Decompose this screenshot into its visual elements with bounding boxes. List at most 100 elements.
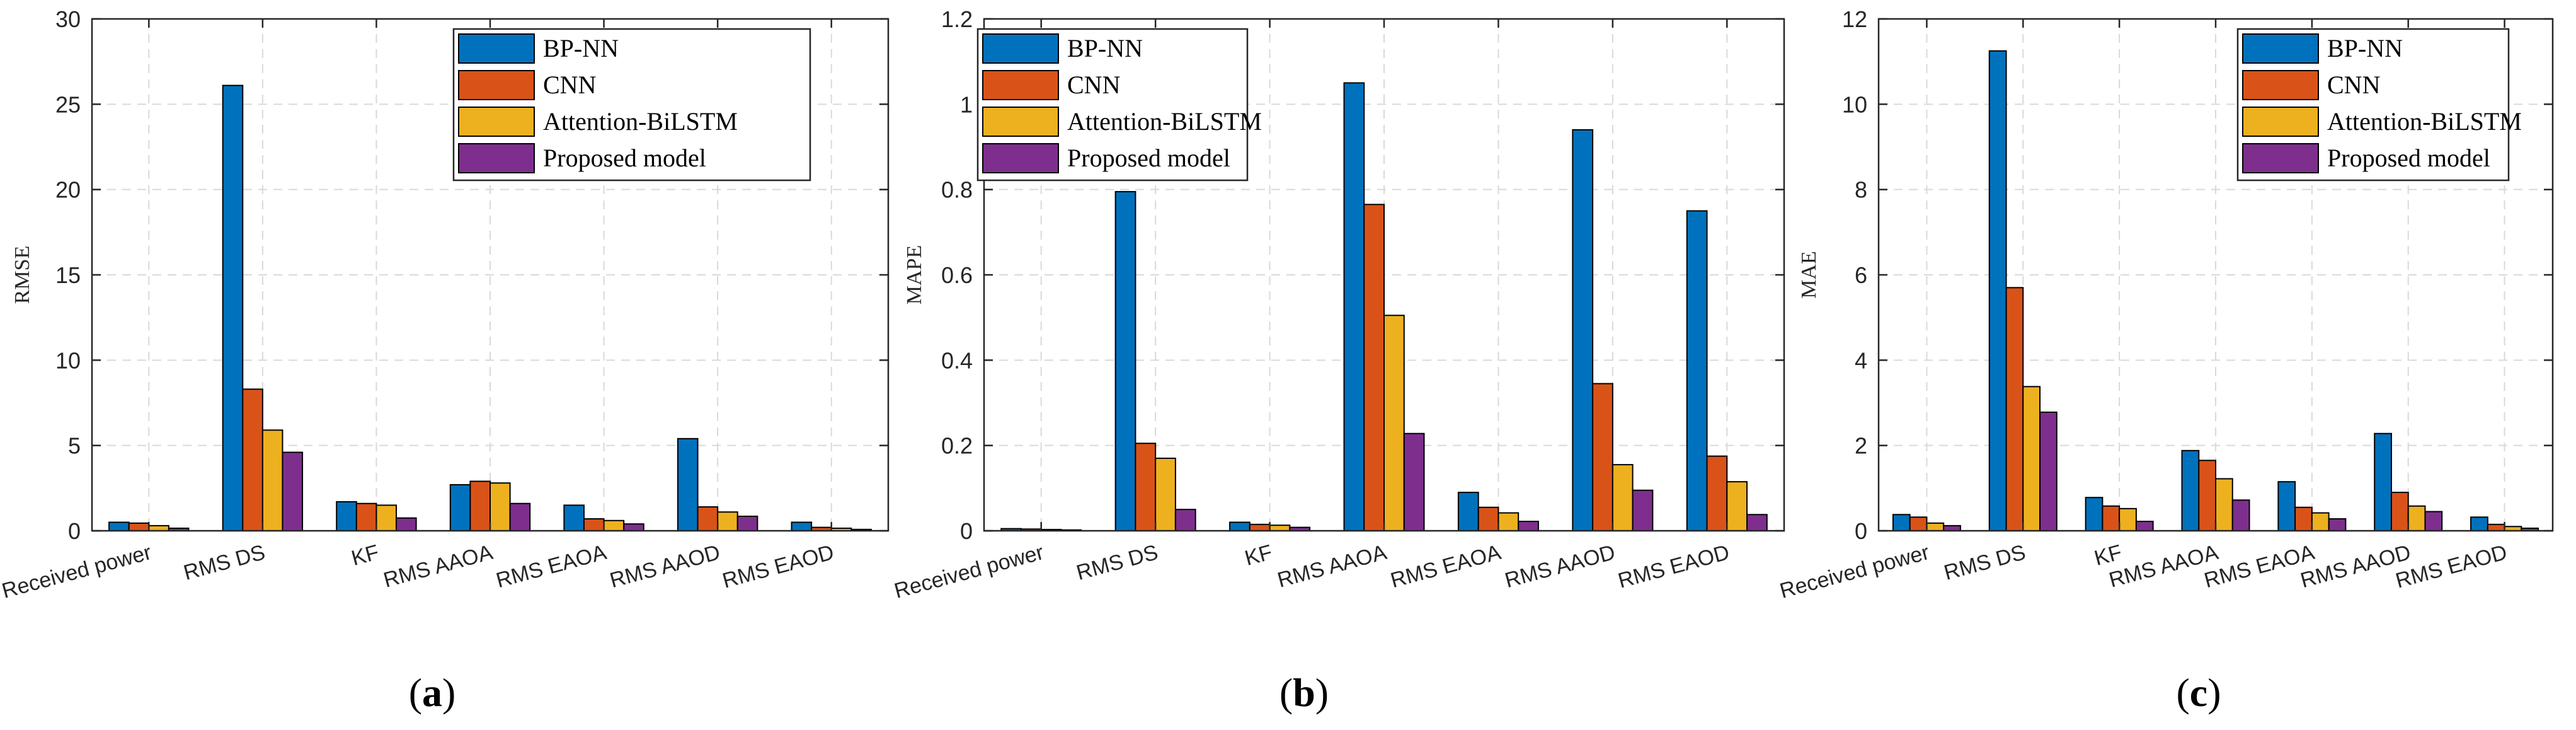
legend-swatch [458,107,535,137]
legend-label: Proposed model [543,144,706,172]
x-tick-label: RMS EAOA [1388,540,1504,593]
bar-cnn [583,518,605,532]
x-tick-label: KF [349,540,382,571]
bar-bp-nn [1457,492,1479,531]
bar-proposed-model [2328,518,2347,532]
bar-attention-bilstm [489,482,511,531]
y-tick-label: 0.2 [941,433,973,459]
bar-proposed-model [736,515,758,532]
y-tick-label: 0.8 [941,177,973,203]
bar-bp-nn [222,84,244,531]
y-axis-label: RMSE [11,246,34,304]
bar-cnn [1135,443,1157,531]
bar-proposed-model [2424,511,2443,531]
bar-cnn [1706,455,1728,531]
bar-bp-nn [791,521,813,532]
bar-proposed-model [1174,509,1196,532]
bar-bp-nn [1892,514,1911,532]
legend-swatch [458,143,535,173]
legend-swatch [2242,70,2319,100]
bar-cnn [697,506,719,532]
bar-proposed-model [1632,489,1654,532]
bar-attention-bilstm [1726,481,1748,532]
legend-label: Proposed model [2327,144,2490,172]
bar-proposed-model [282,451,304,532]
x-tick-label: KF [1242,540,1275,571]
bar-bp-nn [1343,82,1365,531]
y-tick-label: 0 [960,518,973,544]
y-tick-label: 10 [1842,91,1867,117]
y-tick-label: 30 [55,6,81,32]
bar-bp-nn [2374,432,2392,531]
bar-cnn [1249,523,1271,531]
x-tick-label: Received power [0,540,154,603]
bar-cnn [1477,506,1499,531]
legend-label: Attention-BiLSTM [543,107,738,136]
bar-cnn [2390,492,2409,531]
y-tick-label: 5 [68,433,81,459]
bar-cnn [128,522,150,532]
bar-attention-bilstm [1926,522,1945,532]
bar-bp-nn [1114,191,1136,531]
legend-label: Attention-BiLSTM [2327,107,2522,136]
bar-cnn [1363,204,1385,532]
bar-bp-nn [1686,210,1708,531]
legend-label: CNN [543,71,596,99]
y-tick-label: 20 [55,177,81,203]
legend: BP-NN CNN Attention-BiLSTM Proposed model [2236,28,2522,182]
legend-label: BP-NN [2327,34,2403,62]
legend-label: CNN [2327,71,2380,99]
y-tick-label: 1 [960,91,973,117]
legend-swatch [458,33,535,64]
bar-bp-nn [563,504,585,532]
bar-cnn [1909,516,1928,532]
legend-swatch [982,143,1059,173]
y-tick-label: 1.2 [941,6,973,32]
bar-proposed-model [396,517,417,532]
x-tick-label: Received power [1777,540,1932,603]
bar-attention-bilstm [1155,457,1176,532]
legend-label: Attention-BiLSTM [1067,107,1262,136]
y-tick-label: 4 [1855,347,1867,373]
bar-attention-bilstm [2022,386,2041,532]
bar-proposed-model [2039,411,2058,531]
legend-label: CNN [1067,71,1120,99]
bar-bp-nn [449,484,471,531]
bar-proposed-model [2231,499,2250,532]
y-tick-label: 0.4 [941,347,973,373]
legend-swatch [2242,107,2319,137]
legend: BP-NN CNN Attention-BiLSTM Proposed model [452,28,811,182]
legend-swatch [982,70,1059,100]
x-tick-label: Received power [891,540,1046,603]
bar-attention-bilstm [1611,464,1634,531]
panel-label: (b) [1279,670,1329,715]
bar-proposed-model [1403,432,1425,531]
bar-bp-nn [2470,516,2488,532]
legend: BP-NN CNN Attention-BiLSTM Proposed model [976,28,1262,182]
bar-cnn [355,502,377,532]
x-tick-label: RMS EAOD [1615,540,1732,593]
bar-cnn [2294,506,2313,531]
legend-swatch [982,33,1059,64]
x-tick-label: RMS AAOD [2298,540,2413,593]
x-tick-label: RMS EAOD [720,540,837,593]
y-axis-label: MAPE [903,245,926,304]
x-tick-label: RMS AAOA [2107,540,2221,593]
legend-swatch [2242,143,2319,173]
y-tick-label: 0 [68,518,81,544]
x-tick-label: RMS AAOA [1275,540,1390,593]
bar-bp-nn [677,437,699,532]
legend-swatch [982,107,1059,137]
bar-attention-bilstm [2215,478,2233,531]
bar-bp-nn [1572,129,1594,531]
bar-attention-bilstm [1497,512,1520,532]
y-tick-label: 8 [1855,177,1867,203]
x-tick-label: RMS DS [1074,540,1161,585]
bar-proposed-model [1518,521,1539,532]
x-tick-label: RMS EAOD [2393,540,2510,593]
bar-attention-bilstm [1383,315,1405,531]
bar-attention-bilstm [375,504,398,532]
